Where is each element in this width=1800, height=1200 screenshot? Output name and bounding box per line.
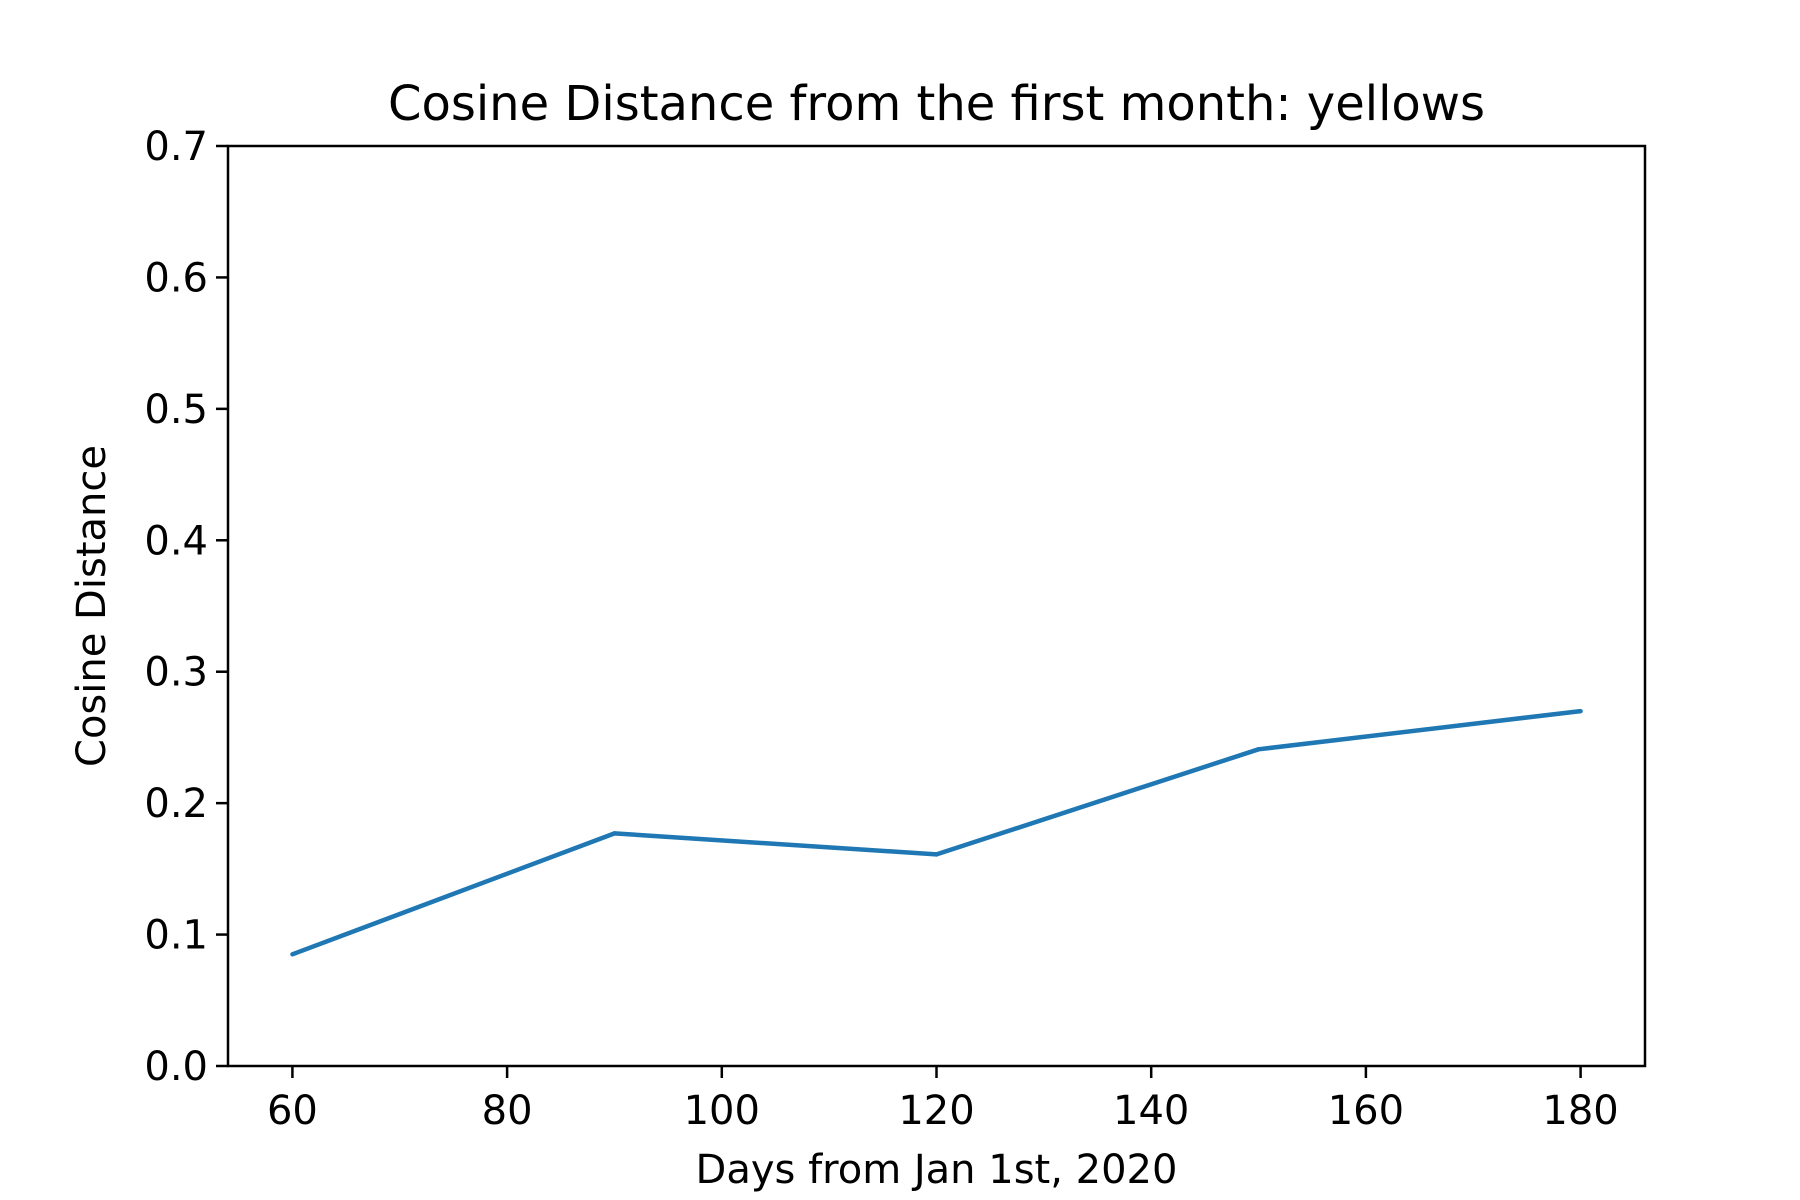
data-point	[1578, 708, 1583, 714]
y-tick-label: 0.2	[144, 781, 208, 827]
x-tick-label: 120	[898, 1088, 974, 1134]
x-tick-label: 160	[1328, 1088, 1404, 1134]
x-tick-label: 60	[267, 1088, 318, 1134]
series-line	[291, 708, 1581, 957]
y-tick-label: 0.4	[144, 518, 208, 564]
y-tick-label: 0.5	[144, 387, 208, 433]
data-point	[1256, 747, 1261, 752]
x-tick-label: 180	[1542, 1088, 1618, 1134]
series-layer	[290, 708, 1583, 957]
y-axis-title: Cosine Distance	[69, 445, 115, 767]
y-tick-label: 0.3	[144, 650, 208, 696]
x-tick-label: 100	[684, 1088, 760, 1134]
y-tick-label: 0.1	[144, 913, 208, 959]
chart-title: Cosine Distance from the first month: ye…	[388, 76, 1485, 132]
y-axis-ticks: 0.0 0.1 0.2 0.3 0.4 0.5 0.6 0.7	[144, 124, 228, 1090]
x-tick-label: 140	[1113, 1088, 1189, 1134]
data-point	[934, 852, 939, 857]
y-tick-label: 0.6	[144, 255, 208, 301]
y-tick-label: 0.7	[144, 124, 208, 170]
x-axis-title: Days from Jan 1st, 2020	[696, 1147, 1178, 1193]
data-point	[612, 831, 617, 836]
x-tick-label: 80	[482, 1088, 533, 1134]
y-tick-label: 0.0	[144, 1044, 208, 1090]
x-axis-ticks: 60 80 100 120 140 160 180	[267, 1066, 1619, 1134]
plot-frame	[226, 144, 1647, 1068]
data-point	[290, 952, 295, 957]
